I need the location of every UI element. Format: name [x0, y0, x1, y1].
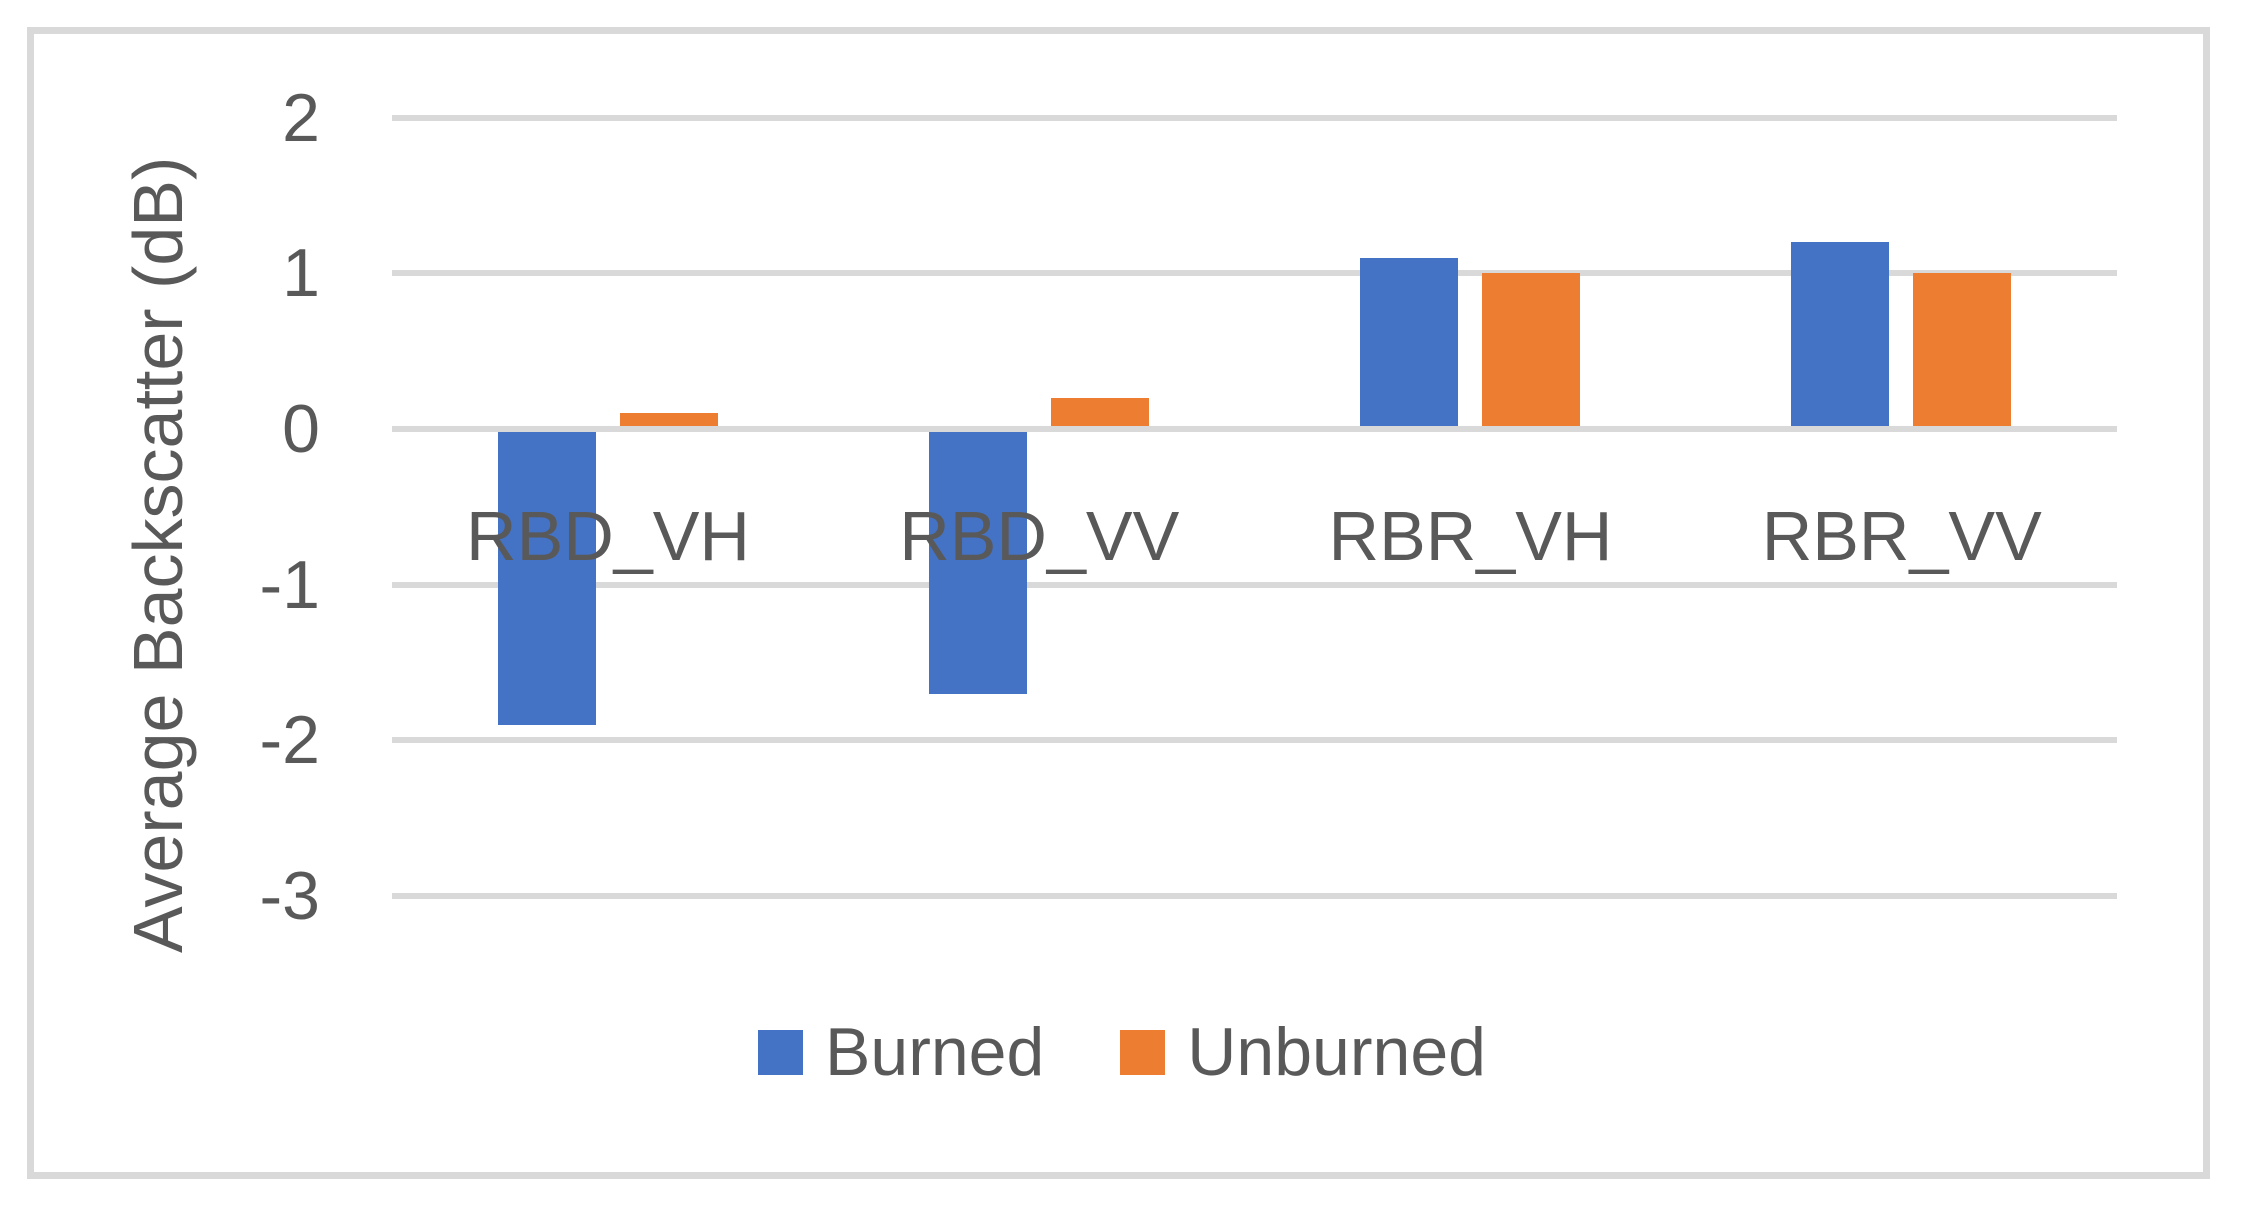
category-label-rbd_vh: RBD_VH — [466, 497, 750, 575]
category-label-rbd_vv: RBD_VV — [899, 497, 1180, 575]
bar-burned-rbd_vv — [928, 432, 1027, 694]
legend: Burned Unburned — [0, 1018, 2244, 1086]
y-tick-label--1: -1 — [259, 546, 320, 623]
legend-item-burned: Burned — [758, 1018, 1044, 1086]
legend-label-unburned: Unburned — [1187, 1014, 1486, 1090]
y-tick-label--3: -3 — [259, 858, 320, 935]
y-tick-label--2: -2 — [259, 702, 320, 779]
bar-unburned-rbd_vv — [1050, 397, 1149, 426]
y-tick-label-0: 0 — [282, 391, 320, 467]
bar-unburned-rbr_vh — [1482, 273, 1581, 426]
bar-burned-rbr_vh — [1360, 257, 1459, 426]
gridline-y0 — [392, 426, 2117, 432]
category-label-rbr_vh: RBR_VH — [1328, 497, 1613, 575]
category-label-rbr_vv: RBR_VV — [1761, 497, 2042, 575]
gridline-y-3 — [392, 893, 2117, 900]
chart-border — [27, 27, 2210, 1179]
gridline-y2 — [392, 114, 2117, 121]
gridline-y-1 — [392, 581, 2117, 588]
y-tick-label-2: 2 — [282, 79, 320, 156]
bar-burned-rbd_vh — [497, 432, 596, 725]
legend-label-burned: Burned — [825, 1014, 1045, 1090]
legend-swatch-unburned — [1120, 1029, 1166, 1075]
legend-item-unburned: Unburned — [1120, 1018, 1486, 1086]
gridline-y1 — [392, 270, 2117, 277]
gridline-y-2 — [392, 737, 2117, 744]
bar-unburned-rbr_vv — [1913, 273, 2012, 426]
legend-swatch-burned — [758, 1029, 804, 1075]
bar-unburned-rbd_vh — [619, 413, 718, 426]
y-tick-label-1: 1 — [282, 235, 320, 312]
bar-burned-rbr_vv — [1791, 242, 1890, 426]
